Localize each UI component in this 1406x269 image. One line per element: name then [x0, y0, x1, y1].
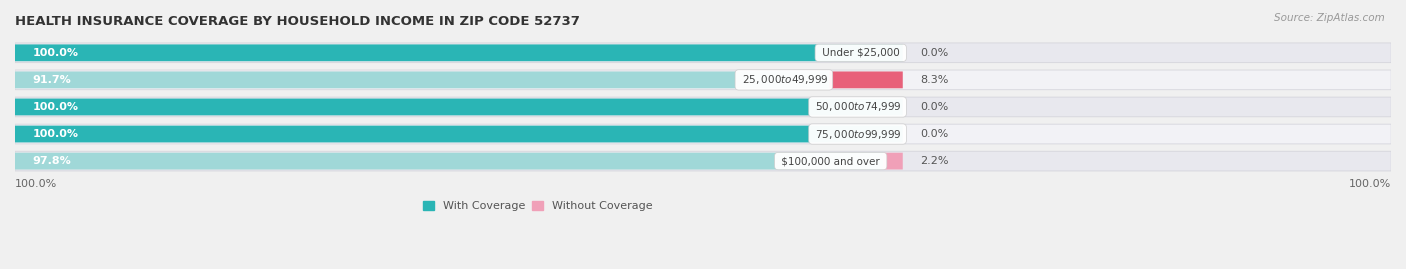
- Legend: With Coverage, Without Coverage: With Coverage, Without Coverage: [419, 196, 657, 215]
- FancyBboxPatch shape: [15, 43, 1391, 63]
- FancyBboxPatch shape: [15, 44, 903, 61]
- Text: 97.8%: 97.8%: [32, 156, 72, 166]
- FancyBboxPatch shape: [15, 126, 903, 142]
- Text: Under $25,000: Under $25,000: [818, 48, 903, 58]
- FancyBboxPatch shape: [830, 72, 903, 88]
- FancyBboxPatch shape: [15, 72, 903, 88]
- Text: 100.0%: 100.0%: [32, 48, 79, 58]
- Text: 0.0%: 0.0%: [921, 48, 949, 58]
- Text: Source: ZipAtlas.com: Source: ZipAtlas.com: [1274, 13, 1385, 23]
- FancyBboxPatch shape: [15, 98, 903, 115]
- FancyBboxPatch shape: [15, 72, 830, 88]
- FancyBboxPatch shape: [883, 153, 903, 169]
- FancyBboxPatch shape: [15, 151, 1391, 171]
- Text: 100.0%: 100.0%: [32, 102, 79, 112]
- FancyBboxPatch shape: [15, 126, 903, 142]
- Text: $25,000 to $49,999: $25,000 to $49,999: [738, 73, 830, 86]
- Text: 100.0%: 100.0%: [1348, 179, 1391, 189]
- Text: $100,000 and over: $100,000 and over: [778, 156, 883, 166]
- FancyBboxPatch shape: [15, 98, 903, 115]
- FancyBboxPatch shape: [15, 44, 903, 61]
- FancyBboxPatch shape: [15, 70, 1391, 90]
- FancyBboxPatch shape: [15, 124, 1391, 144]
- FancyBboxPatch shape: [15, 153, 903, 169]
- Text: 8.3%: 8.3%: [921, 75, 949, 85]
- FancyBboxPatch shape: [15, 153, 883, 169]
- FancyBboxPatch shape: [15, 97, 1391, 117]
- Text: 91.7%: 91.7%: [32, 75, 72, 85]
- Text: 0.0%: 0.0%: [921, 129, 949, 139]
- Text: 100.0%: 100.0%: [15, 179, 58, 189]
- Text: 2.2%: 2.2%: [921, 156, 949, 166]
- Text: $75,000 to $99,999: $75,000 to $99,999: [813, 128, 903, 140]
- Text: $50,000 to $74,999: $50,000 to $74,999: [813, 100, 903, 114]
- Text: HEALTH INSURANCE COVERAGE BY HOUSEHOLD INCOME IN ZIP CODE 52737: HEALTH INSURANCE COVERAGE BY HOUSEHOLD I…: [15, 15, 579, 28]
- Text: 0.0%: 0.0%: [921, 102, 949, 112]
- Text: 100.0%: 100.0%: [32, 129, 79, 139]
